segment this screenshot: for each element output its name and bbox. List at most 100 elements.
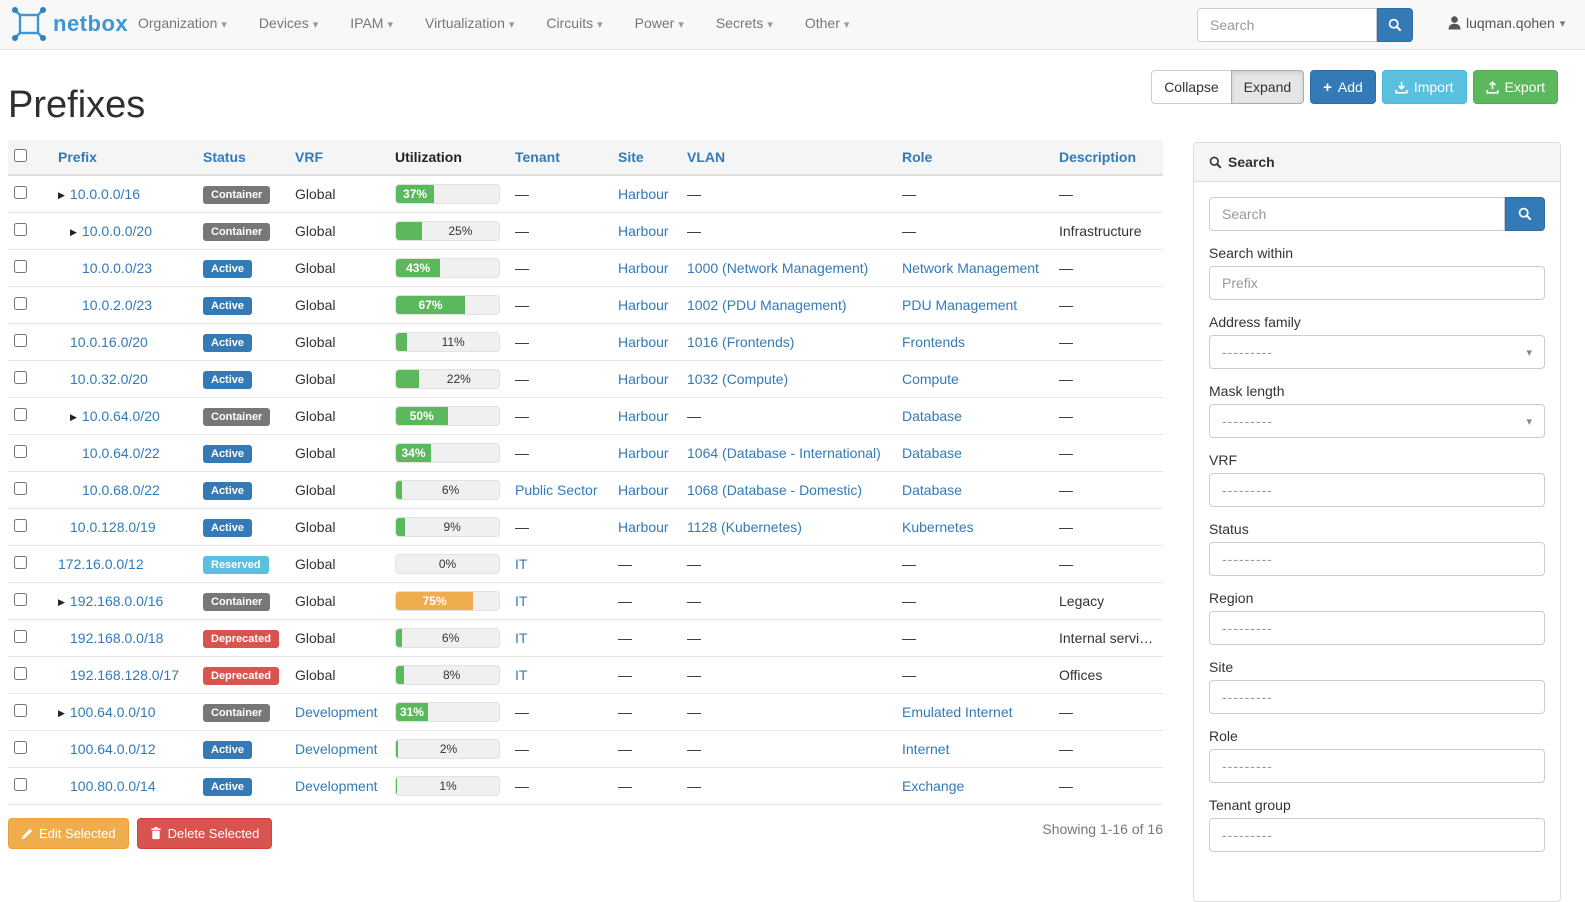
collapse-button[interactable]: Collapse <box>1151 70 1232 104</box>
prefix-link[interactable]: 10.0.0.0/23 <box>82 260 153 276</box>
row-checkbox[interactable] <box>14 741 27 754</box>
expand-icon[interactable]: ▶ <box>70 227 77 237</box>
row-checkbox[interactable] <box>14 371 27 384</box>
vrf-link[interactable]: Development <box>295 704 378 720</box>
row-checkbox[interactable] <box>14 667 27 680</box>
site-link[interactable]: Harbour <box>618 408 669 424</box>
select-all-checkbox[interactable] <box>14 149 27 162</box>
row-checkbox[interactable] <box>14 223 27 236</box>
role-link[interactable]: Database <box>902 445 962 461</box>
role-link[interactable]: PDU Management <box>902 297 1018 313</box>
prefix-link[interactable]: 10.0.16.0/20 <box>70 334 148 350</box>
filter-search-input[interactable] <box>1209 197 1505 231</box>
filter-select-role[interactable]: --------- <box>1209 749 1545 783</box>
prefix-link[interactable]: 192.168.128.0/17 <box>70 667 179 683</box>
user-menu[interactable]: luqman.qohen ▾ <box>1448 15 1565 31</box>
nav-item-circuits[interactable]: Circuits ▾ <box>530 0 618 50</box>
navbar-search-input[interactable] <box>1197 8 1377 42</box>
row-checkbox[interactable] <box>14 778 27 791</box>
prefix-link[interactable]: 10.0.0.0/16 <box>69 186 140 202</box>
tenant-link[interactable]: IT <box>515 593 528 609</box>
row-checkbox[interactable] <box>14 260 27 273</box>
site-link[interactable]: Harbour <box>618 186 669 202</box>
row-checkbox[interactable] <box>14 445 27 458</box>
column-sort-link[interactable]: Description <box>1059 149 1137 165</box>
prefix-link[interactable]: 192.168.0.0/16 <box>69 593 164 609</box>
row-checkbox[interactable] <box>14 297 27 310</box>
row-checkbox[interactable] <box>14 630 27 643</box>
column-sort-link[interactable]: Role <box>902 149 933 165</box>
prefix-link[interactable]: 10.0.68.0/22 <box>82 482 160 498</box>
prefix-link[interactable]: 10.0.64.0/22 <box>82 445 160 461</box>
row-checkbox[interactable] <box>14 408 27 421</box>
row-checkbox[interactable] <box>14 556 27 569</box>
expand-icon[interactable]: ▶ <box>58 597 65 607</box>
filter-select-region[interactable]: --------- <box>1209 611 1545 645</box>
filter-search-button[interactable] <box>1505 197 1545 231</box>
site-link[interactable]: Harbour <box>618 519 669 535</box>
prefix-link[interactable]: 192.168.0.0/18 <box>70 630 164 646</box>
prefix-link[interactable]: 10.0.0.0/20 <box>81 223 152 239</box>
expand-button[interactable]: Expand <box>1230 70 1305 104</box>
vlan-link[interactable]: 1016 (Frontends) <box>687 334 795 350</box>
role-link[interactable]: Frontends <box>902 334 966 350</box>
row-checkbox[interactable] <box>14 519 27 532</box>
site-link[interactable]: Harbour <box>618 445 669 461</box>
filter-select-address-family[interactable]: --------- ▾ <box>1209 335 1545 369</box>
site-link[interactable]: Harbour <box>618 334 669 350</box>
role-link[interactable]: Network Management <box>902 260 1039 276</box>
vlan-link[interactable]: 1000 (Network Management) <box>687 260 869 276</box>
prefix-link[interactable]: 10.0.32.0/20 <box>70 371 148 387</box>
site-link[interactable]: Harbour <box>618 223 669 239</box>
prefix-link[interactable]: 100.64.0.0/10 <box>69 704 156 720</box>
site-link[interactable]: Harbour <box>618 482 669 498</box>
expand-icon[interactable]: ▶ <box>70 412 77 422</box>
navbar-search-button[interactable] <box>1377 8 1413 42</box>
vlan-link[interactable]: 1002 (PDU Management) <box>687 297 847 313</box>
filter-input-search-within[interactable] <box>1209 266 1545 300</box>
site-link[interactable]: Harbour <box>618 297 669 313</box>
edit-selected-button[interactable]: Edit Selected <box>8 818 129 849</box>
filter-select-status[interactable]: --------- <box>1209 542 1545 576</box>
tenant-link[interactable]: IT <box>515 630 528 646</box>
vrf-link[interactable]: Development <box>295 741 378 757</box>
tenant-link[interactable]: Public Sector <box>515 482 598 498</box>
vlan-link[interactable]: 1128 (Kubernetes) <box>687 519 802 535</box>
role-link[interactable]: Internet <box>902 741 950 757</box>
role-link[interactable]: Compute <box>902 371 959 387</box>
column-sort-link[interactable]: Tenant <box>515 149 560 165</box>
vrf-link[interactable]: Development <box>295 778 378 794</box>
prefix-link[interactable]: 10.0.64.0/20 <box>81 408 160 424</box>
expand-icon[interactable]: ▶ <box>58 708 65 718</box>
site-link[interactable]: Harbour <box>618 371 669 387</box>
filter-select-tenant-group[interactable]: --------- <box>1209 818 1545 852</box>
row-checkbox[interactable] <box>14 704 27 717</box>
prefix-link[interactable]: 10.0.2.0/23 <box>82 297 153 313</box>
export-button[interactable]: Export <box>1472 70 1558 104</box>
filter-select-mask-length[interactable]: --------- ▾ <box>1209 404 1545 438</box>
row-checkbox[interactable] <box>14 482 27 495</box>
nav-item-organization[interactable]: Organization ▾ <box>122 0 243 50</box>
role-link[interactable]: Kubernetes <box>902 519 974 535</box>
nav-item-virtualization[interactable]: Virtualization ▾ <box>409 0 530 50</box>
nav-item-ipam[interactable]: IPAM ▾ <box>334 0 409 50</box>
role-link[interactable]: Database <box>902 408 962 424</box>
import-button[interactable]: Import <box>1381 70 1467 104</box>
column-sort-link[interactable]: Prefix <box>58 149 97 165</box>
add-button[interactable]: + Add <box>1310 70 1376 104</box>
site-link[interactable]: Harbour <box>618 260 669 276</box>
netbox-brand[interactable]: netbox <box>12 7 128 41</box>
nav-item-secrets[interactable]: Secrets ▾ <box>700 0 789 50</box>
prefix-link[interactable]: 100.80.0.0/14 <box>70 778 156 794</box>
row-checkbox[interactable] <box>14 334 27 347</box>
role-link[interactable]: Exchange <box>902 778 965 794</box>
filter-select-vrf[interactable]: --------- <box>1209 473 1545 507</box>
column-sort-link[interactable]: Site <box>618 149 644 165</box>
vlan-link[interactable]: 1064 (Database - International) <box>687 445 881 461</box>
column-sort-link[interactable]: VLAN <box>687 149 726 165</box>
delete-selected-button[interactable]: Delete Selected <box>136 818 273 849</box>
filter-select-site[interactable]: --------- <box>1209 680 1545 714</box>
nav-item-other[interactable]: Other ▾ <box>789 0 866 50</box>
role-link[interactable]: Database <box>902 482 962 498</box>
tenant-link[interactable]: IT <box>515 667 528 683</box>
